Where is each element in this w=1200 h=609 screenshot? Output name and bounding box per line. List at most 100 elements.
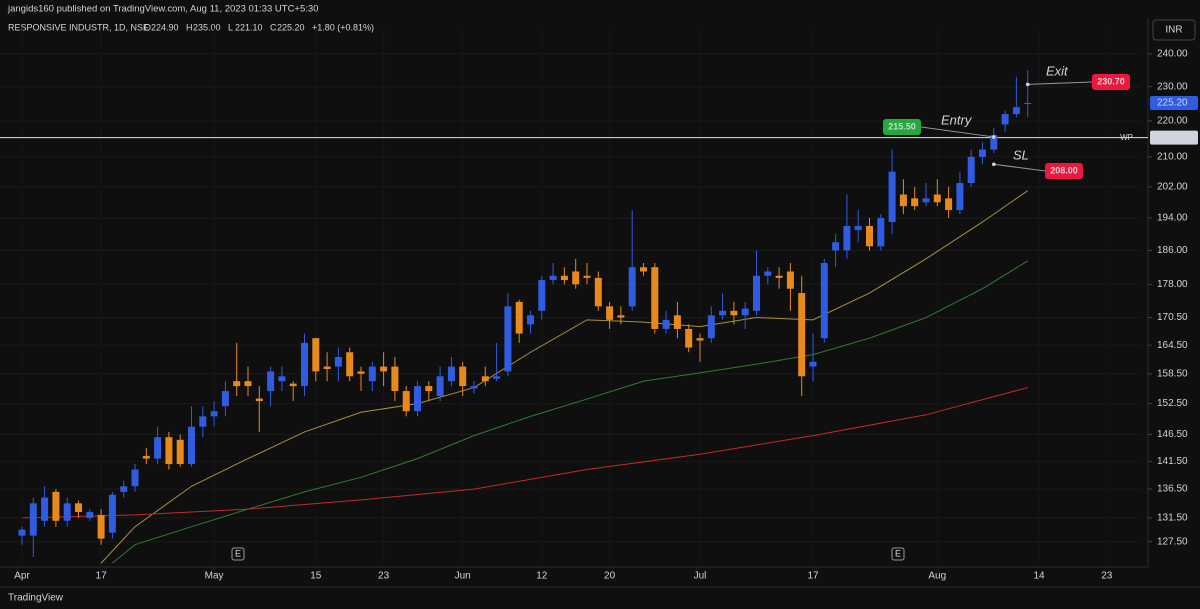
annotation-value: 230.70: [1097, 76, 1125, 86]
candle: [572, 258, 580, 289]
candle: [97, 509, 105, 545]
candle-body: [29, 503, 37, 536]
earnings-text: E: [235, 548, 241, 558]
candle-body: [459, 366, 467, 387]
candle: [312, 338, 320, 382]
candle: [176, 434, 184, 467]
candle: [899, 179, 907, 215]
candle: [165, 431, 173, 470]
candle-body: [685, 328, 693, 348]
candle-body: [402, 391, 410, 412]
candle-body: [979, 149, 986, 157]
candle-body: [244, 381, 252, 387]
candle-body: [323, 366, 331, 369]
candle-body: [628, 267, 636, 307]
candle: [685, 324, 693, 353]
candle: [233, 342, 241, 397]
annotation-text: Exit: [1046, 63, 1069, 78]
x-tick-label: 14: [1033, 571, 1045, 582]
candle-body: [120, 486, 128, 492]
candle-body: [583, 275, 591, 278]
horizontal-line-label: 215.30: [1157, 132, 1188, 143]
candle-body: [730, 310, 738, 316]
candle: [436, 366, 444, 402]
y-tick-label: 220.00: [1157, 116, 1188, 127]
candle-body: [707, 315, 715, 339]
candle-body: [527, 315, 534, 325]
candle: [1012, 76, 1020, 118]
candle: [29, 497, 37, 557]
candle: [221, 381, 229, 417]
candle-body: [267, 371, 275, 392]
candle-body: [131, 469, 139, 487]
candle-body: [142, 455, 150, 459]
candle-body: [617, 315, 625, 318]
moving-average: [21, 387, 1028, 519]
y-tick-label: 152.50: [1157, 398, 1188, 409]
candle: [470, 381, 478, 394]
candle-body: [560, 275, 568, 281]
candle: [255, 386, 263, 432]
legend-key: O: [144, 22, 151, 32]
y-tick-label: 230.00: [1157, 81, 1188, 92]
candle: [922, 183, 930, 207]
legend-value: 221.10: [235, 22, 263, 32]
candle-body: [221, 391, 229, 407]
candle-body: [843, 225, 851, 251]
candle-body: [154, 437, 162, 459]
candle: [380, 352, 388, 387]
y-tick-label: 194.00: [1157, 213, 1188, 224]
y-tick-label: 146.50: [1157, 429, 1188, 440]
currency-button[interactable]: [1152, 19, 1196, 41]
candle-body: [436, 376, 444, 397]
candle-body: [165, 437, 173, 465]
legend-value: 235.00: [193, 22, 221, 32]
candle: [583, 263, 591, 285]
candle-body: [210, 411, 218, 417]
candle: [199, 406, 207, 438]
candle: [843, 194, 851, 259]
candle: [764, 267, 772, 285]
y-tick-label: 202.00: [1157, 181, 1188, 192]
moving-average: [112, 260, 1028, 564]
candle: [267, 366, 275, 407]
candle-body: [301, 342, 308, 387]
candle: [990, 128, 998, 154]
candle-body: [233, 381, 241, 387]
x-tick-label: 17: [807, 571, 819, 582]
candle: [402, 386, 410, 417]
earnings-text: E: [895, 548, 901, 558]
x-tick-label: 23: [1101, 571, 1113, 582]
candle-body: [470, 386, 478, 389]
annotation-badge: [1092, 74, 1130, 90]
candle-body: [493, 376, 501, 379]
candle-body: [357, 371, 365, 374]
candle: [730, 301, 738, 325]
publisher: jangids160 published on TradingView.com,…: [7, 4, 318, 15]
currency[interactable]: INR: [1165, 25, 1182, 36]
candle: [560, 267, 568, 285]
annotation-anchor: [992, 162, 996, 167]
candle: [63, 497, 71, 527]
candle: [979, 142, 986, 165]
candle: [52, 489, 60, 527]
candle-body: [425, 386, 433, 392]
candle: [334, 347, 342, 382]
candle: [866, 217, 873, 251]
candle-body: [278, 376, 286, 382]
y-tick-label: 141.50: [1157, 456, 1188, 467]
candle-body: [515, 301, 523, 334]
candle: [945, 186, 953, 218]
candle-body: [933, 194, 941, 203]
legend-key: C: [270, 22, 277, 32]
candle: [911, 186, 919, 211]
candle: [877, 214, 885, 251]
candle: [493, 342, 501, 382]
candle: [956, 171, 964, 215]
candle: [719, 293, 727, 320]
candle: [786, 263, 794, 311]
candle-body: [63, 503, 71, 521]
candle-body: [956, 183, 964, 211]
legend-key: H: [186, 22, 193, 32]
candle-body: [696, 338, 704, 341]
